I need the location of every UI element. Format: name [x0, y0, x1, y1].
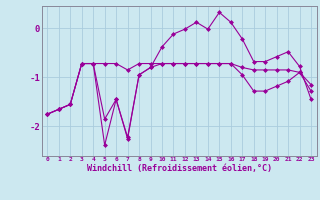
X-axis label: Windchill (Refroidissement éolien,°C): Windchill (Refroidissement éolien,°C) [87, 164, 272, 173]
